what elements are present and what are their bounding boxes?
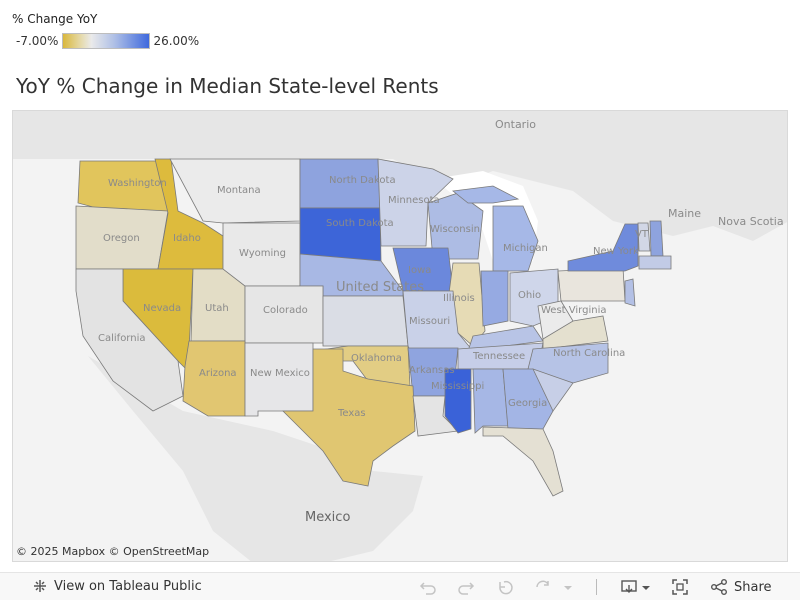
mexico-land <box>88 356 423 561</box>
label-north-carolina: North Carolina <box>553 348 625 359</box>
label-colorado: Colorado <box>263 305 308 316</box>
state-california[interactable] <box>75 268 184 412</box>
label-texas: Texas <box>337 408 366 419</box>
label-georgia: Georgia <box>508 398 547 409</box>
page-title: YoY % Change in Median State-level Rents <box>16 74 439 98</box>
label-mississippi: Mississippi <box>431 381 484 392</box>
refresh-icon[interactable] <box>533 577 553 597</box>
map-canvas[interactable]: Ontario Maine Nova Scotia Mexico United … <box>13 111 788 562</box>
state-south-dakota[interactable] <box>299 207 382 262</box>
label-arizona: Arizona <box>199 368 237 379</box>
label-new-mexico: New Mexico <box>250 368 310 379</box>
state-new-hampshire[interactable] <box>649 220 664 257</box>
share-icon <box>711 579 727 595</box>
label-wisconsin: Wisconsin <box>430 224 480 235</box>
legend-min-label: -7.00% <box>16 34 59 48</box>
label-iowa: Iowa <box>408 265 431 276</box>
choropleth-map[interactable]: Ontario Maine Nova Scotia Mexico United … <box>12 110 788 562</box>
tableau-logo-icon <box>34 580 46 592</box>
label-new-york: New York <box>593 246 639 257</box>
download-icon[interactable] <box>620 577 640 597</box>
label-utah: Utah <box>205 303 229 314</box>
label-ohio: Ohio <box>518 290 541 301</box>
pause-dropdown-chevron-icon[interactable] <box>562 577 574 597</box>
label-michigan: Michigan <box>503 243 548 254</box>
state-georgia[interactable] <box>502 368 554 430</box>
state-indiana[interactable] <box>480 270 509 327</box>
label-nevada: Nevada <box>143 303 181 314</box>
label-idaho: Idaho <box>173 233 201 244</box>
state-arizona[interactable] <box>182 340 246 417</box>
label-wyoming: Wyoming <box>239 248 286 259</box>
label-nova-scotia: Nova Scotia <box>718 215 784 228</box>
label-maine: Maine <box>668 207 701 220</box>
state-new-mexico[interactable] <box>244 342 314 417</box>
state-kansas[interactable] <box>322 295 409 347</box>
map-attribution[interactable]: © 2025 Mapbox © OpenStreetMap <box>16 545 210 558</box>
state-alabama[interactable] <box>472 368 509 434</box>
label-south-dakota: South Dakota <box>326 218 394 229</box>
state-michigan-upper[interactable] <box>452 185 520 204</box>
label-vt: VT <box>635 229 649 240</box>
toolbar-separator <box>596 579 597 595</box>
revert-icon[interactable] <box>496 577 516 597</box>
label-illinois: Illinois <box>443 293 475 304</box>
label-ontario: Ontario <box>495 118 536 131</box>
state-virginia[interactable] <box>542 315 609 350</box>
download-dropdown-chevron-icon[interactable] <box>640 577 652 597</box>
legend-title: % Change YoY <box>12 12 98 26</box>
share-label: Share <box>734 579 772 595</box>
label-missouri: Missouri <box>409 316 450 327</box>
label-north-dakota: North Dakota <box>329 175 396 186</box>
state-michigan[interactable] <box>492 205 539 272</box>
label-west-virginia: West Virginia <box>541 305 606 316</box>
state-vermont[interactable] <box>637 222 651 252</box>
redo-icon[interactable] <box>456 577 476 597</box>
label-mexico: Mexico <box>305 510 350 525</box>
label-tennessee: Tennessee <box>472 351 525 362</box>
state-mississippi[interactable] <box>444 368 472 434</box>
label-california: California <box>98 333 146 344</box>
state-montana[interactable] <box>169 158 301 224</box>
state-pennsylvania[interactable] <box>557 267 626 302</box>
state-north-carolina[interactable] <box>527 342 609 384</box>
canada-land <box>13 111 787 241</box>
label-montana: Montana <box>217 185 261 196</box>
label-arkansas: Arkansas <box>409 365 455 376</box>
label-oregon: Oregon <box>103 233 140 244</box>
share-button[interactable]: Share <box>710 578 772 596</box>
state-florida[interactable] <box>482 426 564 497</box>
state-massachusetts[interactable] <box>638 255 672 270</box>
state-new-york[interactable] <box>567 223 639 272</box>
legend-row: -7.00% 26.00% <box>12 33 199 49</box>
legend-gradient-bar <box>62 33 151 49</box>
label-united-states: United States <box>336 280 424 295</box>
state-new-jersey[interactable] <box>624 278 636 307</box>
label-washington: Washington <box>108 178 167 189</box>
fullscreen-icon[interactable] <box>670 577 690 597</box>
state-texas[interactable] <box>282 348 416 487</box>
legend-max-label: 26.00% <box>153 34 200 48</box>
view-on-tableau-button[interactable]: View on Tableau Public <box>32 578 202 594</box>
label-oklahoma: Oklahoma <box>351 353 402 364</box>
bottom-toolbar: View on Tableau Public Share <box>0 572 800 600</box>
view-on-tableau-label: View on Tableau Public <box>54 578 202 594</box>
label-minnesota: Minnesota <box>388 195 440 206</box>
color-legend: % Change YoY -7.00% 26.00% <box>12 12 199 49</box>
undo-icon[interactable] <box>418 577 438 597</box>
